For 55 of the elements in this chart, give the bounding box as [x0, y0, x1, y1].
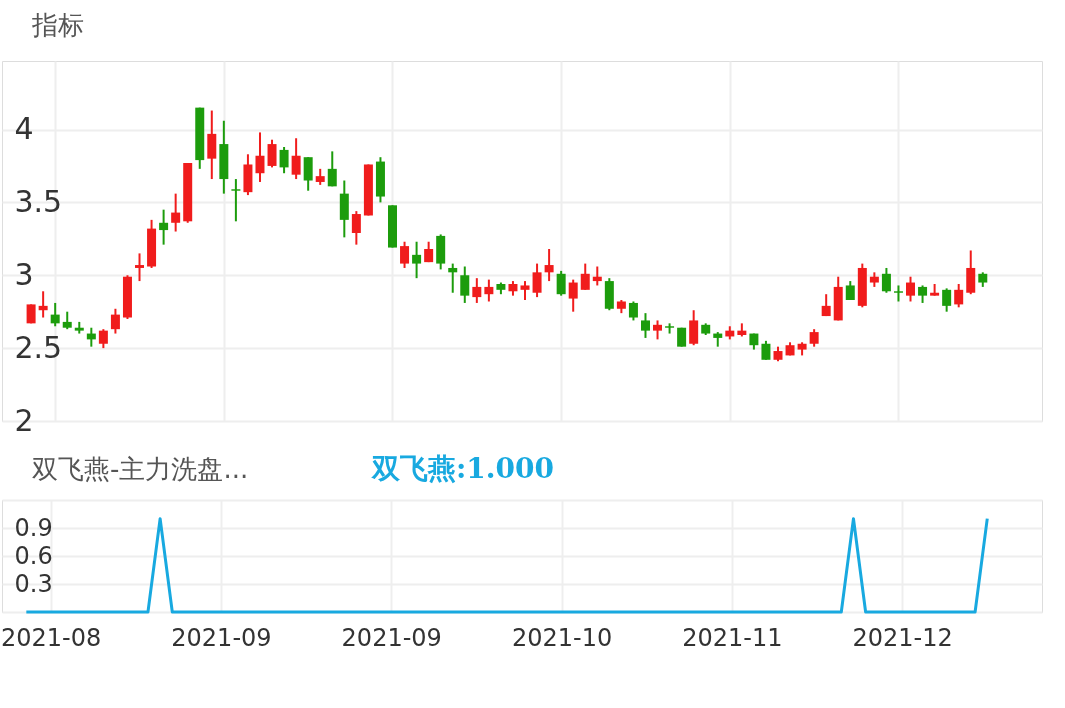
candlestick — [954, 283, 964, 309]
candlestick — [568, 278, 578, 313]
candlestick — [484, 278, 494, 303]
y-tick-label: 2.5 — [14, 329, 63, 365]
candlestick — [640, 312, 650, 339]
candlestick — [231, 178, 241, 223]
candlestick — [942, 287, 952, 313]
y-tick-label: 0.9 — [14, 513, 53, 542]
candlestick — [351, 210, 361, 246]
x-tick-label: 2021-10 — [511, 623, 613, 652]
candlestick — [291, 137, 301, 181]
candlestick — [400, 240, 410, 269]
candlestick — [689, 309, 699, 347]
candlestick — [171, 192, 181, 233]
candlestick — [110, 307, 120, 335]
y-tick-label: 0.3 — [14, 569, 53, 598]
x-tick-label: 2021-09 — [341, 623, 442, 652]
candlestick — [665, 322, 675, 335]
candlestick — [906, 275, 916, 303]
candlestick — [279, 145, 289, 175]
candlestick — [448, 262, 458, 294]
chart-title: 指标 — [31, 10, 84, 40]
chart-title: 双飞燕-主力洗盘... — [32, 454, 249, 484]
candlestick — [592, 265, 602, 287]
candlestick — [135, 252, 145, 283]
y-tick-label: 3.5 — [14, 183, 63, 219]
candlestick — [881, 266, 891, 294]
y-tick-label: 3 — [14, 256, 34, 292]
candlestick — [556, 269, 566, 297]
candlestick — [544, 248, 554, 283]
x-tick-label: 2021-11 — [682, 623, 783, 652]
chart-subtitle: 双飞燕:1.000 — [371, 452, 555, 485]
candlestick — [472, 277, 482, 304]
candlestick — [653, 319, 663, 341]
y-tick-label: 0.6 — [14, 541, 53, 570]
y-tick-label: 2 — [14, 402, 34, 438]
y-tick-label: 4 — [14, 111, 34, 146]
candlestick — [532, 262, 542, 299]
candlestick — [159, 208, 169, 246]
candlestick — [38, 290, 48, 319]
candlestick — [303, 156, 313, 192]
x-tick-label: 2021-12 — [852, 623, 953, 652]
candlestick — [255, 131, 265, 183]
candlestick — [628, 300, 638, 322]
candlestick — [50, 301, 60, 328]
candlestick — [460, 265, 470, 304]
x-tick-label: 2021-09 — [171, 623, 272, 652]
candlestick — [580, 262, 590, 291]
candlestick — [761, 339, 771, 361]
candlestick — [520, 280, 530, 302]
candlestick — [327, 150, 337, 188]
x-tick-label: 2021-08 — [1, 623, 102, 652]
candlestick — [412, 240, 422, 280]
candlestick — [267, 138, 277, 169]
candlestick — [98, 328, 108, 350]
